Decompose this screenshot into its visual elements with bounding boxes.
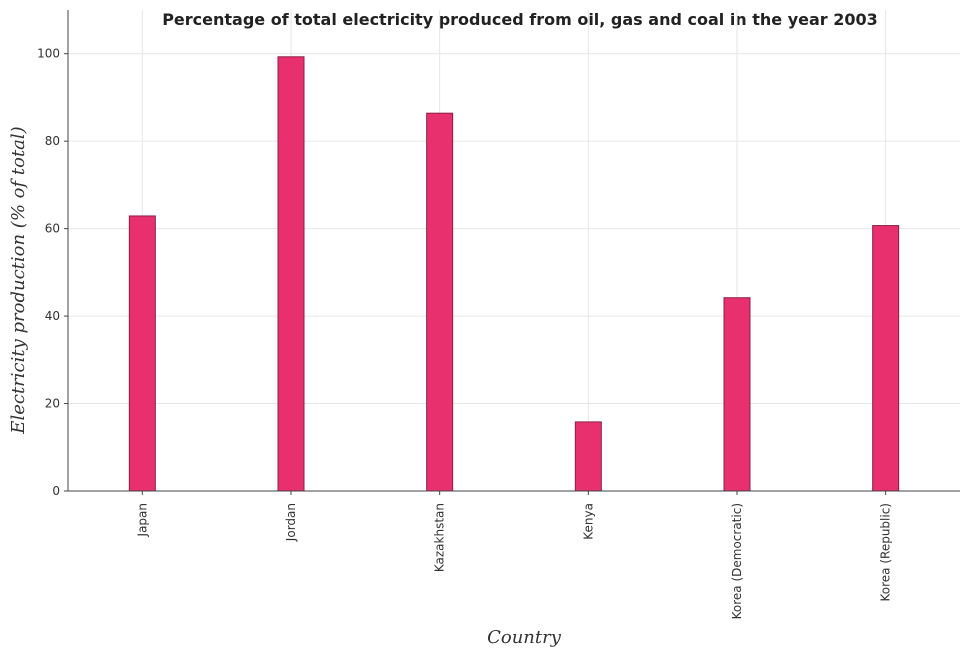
bar-korea-democratic xyxy=(723,297,751,492)
y-tick-label: 20 xyxy=(45,397,60,411)
x-axis-label: Country xyxy=(487,627,562,648)
chart-title: Percentage of total electricity produced… xyxy=(162,10,878,29)
bar-jordan xyxy=(277,56,305,492)
y-axis-label: Electricity production (% of total) xyxy=(8,126,29,434)
x-tick-label: Japan xyxy=(135,503,149,537)
x-tick-label: Korea (Democratic) xyxy=(730,503,744,619)
bar-korea-republic xyxy=(872,225,900,492)
y-tick-label: 40 xyxy=(45,309,60,323)
bars xyxy=(128,56,900,492)
x-tick-label: Kazakhstan xyxy=(433,503,447,572)
y-tick-label: 60 xyxy=(45,222,60,236)
y-tick-label: 80 xyxy=(45,134,60,148)
x-tick-label: Jordan xyxy=(284,503,298,542)
axes xyxy=(64,10,960,495)
bar-kenya xyxy=(574,421,602,492)
tick-labels: 0 20 40 60 80 100 Japan Jordan Kazakhstan Kenya Ko… xyxy=(37,47,893,620)
bar-japan xyxy=(128,215,156,492)
y-tick-label: 0 xyxy=(52,484,60,498)
bar-kazakhstan xyxy=(426,112,454,492)
x-tick-label: Korea (Republic) xyxy=(879,503,893,601)
x-tick-label: Kenya xyxy=(581,503,595,540)
gridlines xyxy=(68,10,960,492)
y-tick-label: 100 xyxy=(37,47,60,61)
